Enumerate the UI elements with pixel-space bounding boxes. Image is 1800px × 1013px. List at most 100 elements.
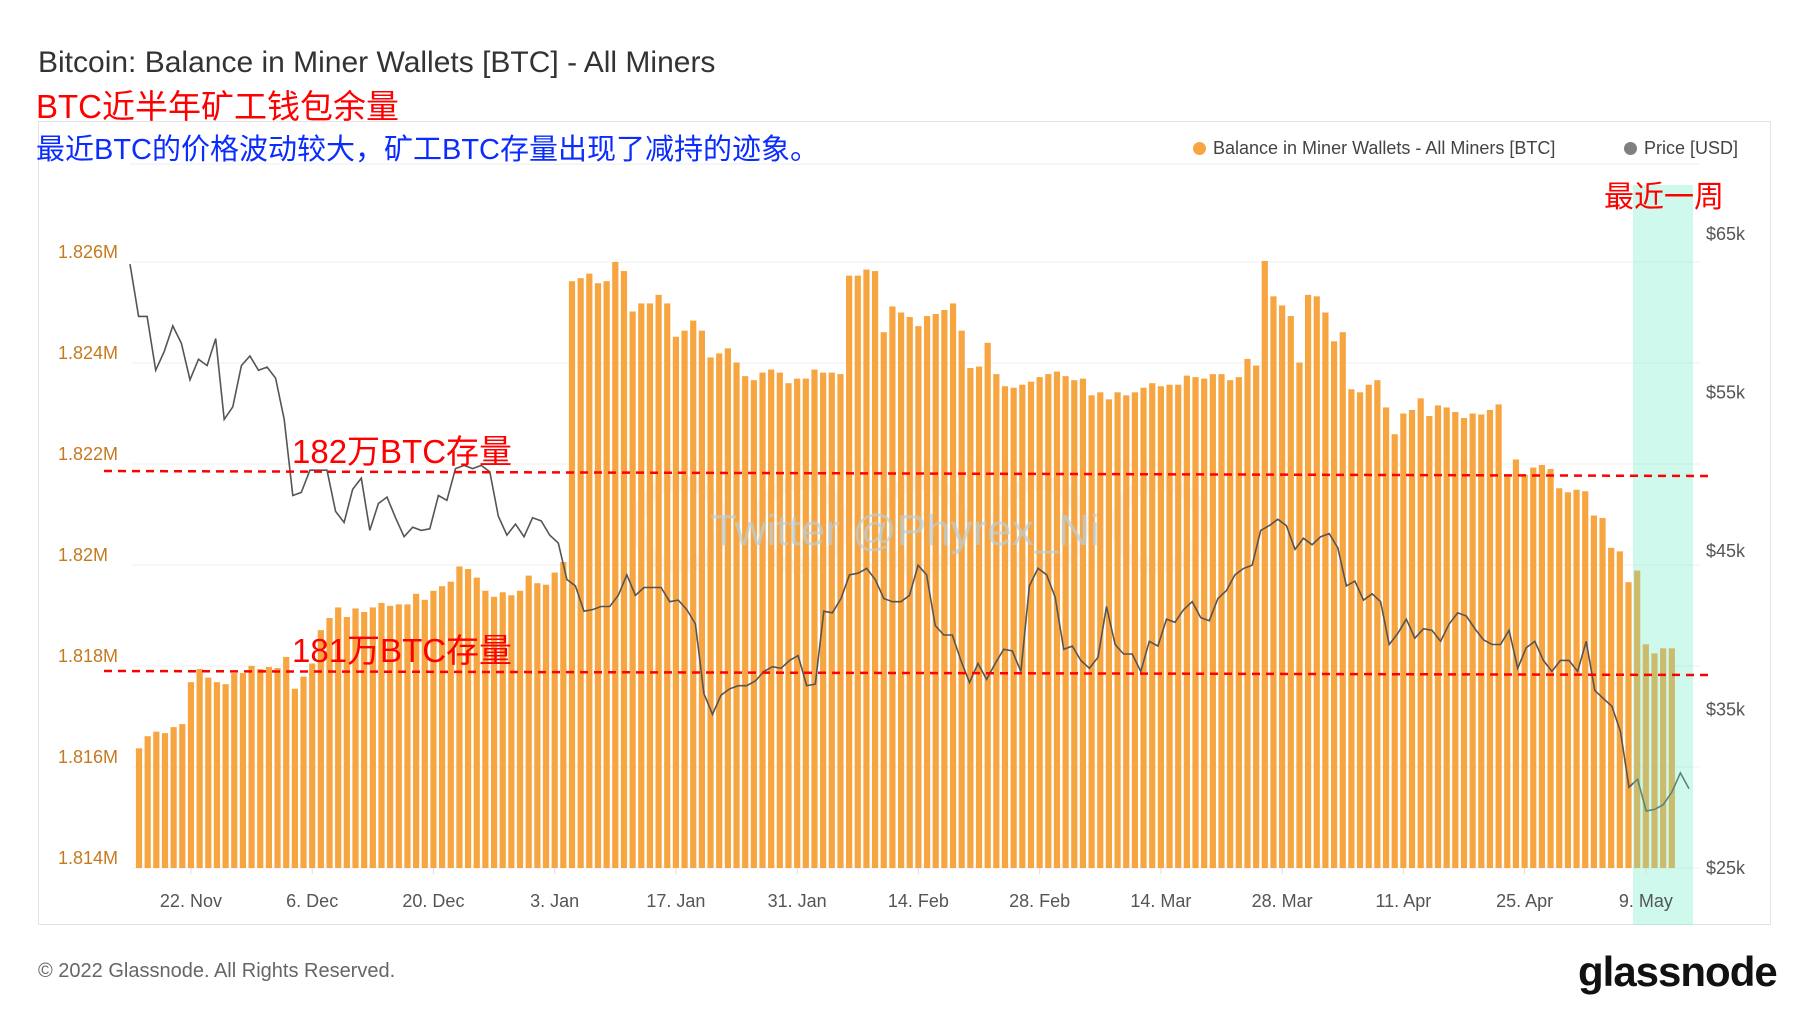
x-axis-tick: 28. Feb [1009, 891, 1070, 911]
balance-bar [1573, 489, 1580, 868]
balance-bar [672, 336, 680, 868]
balance-bar [1131, 392, 1138, 868]
left-axis-tick: 1.824M [58, 343, 118, 363]
balance-bar [1261, 260, 1268, 868]
balance-bar [828, 372, 835, 868]
balance-bar [612, 262, 619, 868]
balance-bar [1538, 465, 1546, 868]
balance-bar [213, 682, 221, 868]
balance-bar [750, 380, 757, 868]
right-axis-tick: $35k [1706, 700, 1746, 720]
balance-bar [568, 281, 576, 868]
balance-bar [300, 676, 307, 868]
legend-item-balance[interactable]: Balance in Miner Wallets - All Miners [B… [1193, 138, 1555, 159]
balance-bar [1339, 332, 1346, 868]
balance-bar [603, 281, 610, 868]
balance-bar [854, 275, 861, 868]
balance-bar [975, 366, 983, 868]
x-axis-tick: 14. Mar [1130, 891, 1191, 911]
balance-bar [326, 618, 333, 868]
x-axis-tick: 14. Feb [888, 891, 949, 911]
balance-bar [1105, 399, 1113, 868]
glassnode-logo[interactable]: glassnode [1578, 948, 1778, 995]
balance-bar [1027, 381, 1035, 868]
balance-bar [1582, 491, 1589, 868]
balance-bar [802, 378, 809, 868]
balance-bar [837, 374, 844, 868]
balance-bar [1279, 305, 1286, 868]
balance-bar [1201, 378, 1208, 868]
left-axis-tick: 1.816M [58, 747, 118, 767]
x-axis-tick: 20. Dec [402, 891, 464, 911]
legend-item-price[interactable]: Price [USD] [1624, 138, 1738, 159]
balance-bar [1374, 380, 1381, 868]
x-axis-tick: 9. May [1619, 891, 1673, 911]
balance-bar [1642, 644, 1649, 868]
balance-bar [239, 673, 247, 868]
label-182-line: 182万BTC存量 [292, 433, 512, 470]
left-axis-tick: 1.814M [58, 848, 118, 868]
balance-bar [464, 569, 472, 868]
balance-bar [1235, 377, 1242, 868]
balance-bar [1114, 392, 1121, 868]
balance-bar [534, 583, 541, 868]
balance-bar [447, 581, 454, 868]
balance-bar [179, 724, 186, 868]
x-axis-tick: 6. Dec [286, 891, 338, 911]
balance-bar [1149, 383, 1156, 868]
balance-bar [915, 326, 922, 868]
balance-bar [889, 306, 896, 868]
balance-bar [993, 374, 1000, 868]
balance-bar [343, 617, 350, 868]
balance-bar [1330, 341, 1338, 868]
balance-bar [291, 688, 298, 868]
balance-bar [525, 575, 532, 868]
balance-bar [655, 294, 662, 868]
balance-bar [586, 273, 593, 868]
balance-bar [949, 303, 957, 868]
balance-bar [1348, 389, 1355, 868]
recent-week-label: 最近一周 [1604, 181, 1724, 214]
x-axis-tick: 28. Mar [1252, 891, 1313, 911]
balance-bar [1625, 582, 1632, 868]
balance-bar [542, 584, 550, 868]
balance-bar [768, 369, 775, 868]
balance-bar [759, 372, 766, 868]
balance-bar [516, 590, 524, 868]
balance-bar [1287, 316, 1294, 868]
balance-bar [1400, 413, 1407, 868]
balance-bar [967, 368, 974, 868]
balance-bar [1175, 384, 1182, 868]
x-axis-tick: 25. Apr [1496, 891, 1553, 911]
balance-bar [144, 736, 151, 868]
balance-bar [1123, 395, 1130, 868]
balance-bar [664, 303, 671, 868]
balance-bar [1062, 376, 1069, 868]
balance-bar [153, 731, 160, 868]
balance-bar [1270, 296, 1277, 869]
balance-bar [369, 607, 376, 868]
balance-bar [785, 383, 792, 868]
legend-label: Price [USD] [1644, 138, 1739, 158]
balance-bar [378, 602, 385, 868]
balance-bar [1140, 387, 1147, 868]
balance-bar [811, 369, 818, 868]
balance-bar [283, 656, 290, 868]
balance-bar [1504, 474, 1511, 868]
balance-bar [1530, 467, 1537, 868]
right-axis-labels: $25k $35k $45k $55k $65k [1706, 224, 1746, 878]
balance-bar [1651, 653, 1658, 868]
balance-bar [1244, 358, 1251, 868]
balance-bar [1564, 492, 1571, 868]
balance-bar [387, 605, 394, 868]
balance-bar [1382, 407, 1390, 868]
balance-bar [984, 342, 991, 868]
reference-line-181 [103, 669, 1711, 677]
balance-bar [1521, 474, 1528, 868]
balance-bar [707, 357, 714, 868]
balance-bar [421, 599, 428, 868]
balance-bar [352, 608, 359, 868]
balance-bar [690, 320, 697, 869]
gray-dot-icon [1624, 142, 1637, 155]
